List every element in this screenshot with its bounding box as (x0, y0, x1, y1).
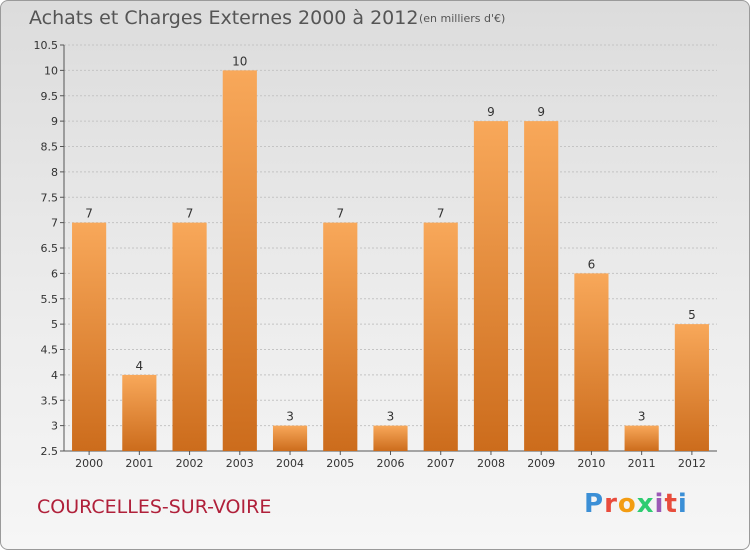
x-tick-label-2009: 2009 (527, 457, 555, 470)
value-label-2003: 10 (232, 54, 247, 68)
bar-layer (72, 70, 709, 451)
y-tick-label: 9.5 (41, 90, 59, 103)
y-tick-label: 3 (51, 420, 58, 433)
logo-letter: i (677, 489, 688, 519)
y-tick-label: 5 (51, 318, 58, 331)
bar-2003 (222, 70, 257, 451)
value-label-2011: 3 (638, 410, 646, 424)
x-tick-label-2008: 2008 (477, 457, 505, 470)
value-label-2008: 9 (487, 105, 495, 119)
value-label-2007: 7 (437, 207, 445, 221)
proxiti-logo: Proxiti (584, 489, 688, 519)
value-label-2010: 6 (588, 257, 596, 271)
y-tick-label: 10.5 (34, 39, 59, 52)
y-tick-label: 2.5 (41, 445, 59, 458)
y-tick-label: 4 (51, 369, 58, 382)
bar-2008 (473, 121, 509, 451)
y-tick-label: 5.5 (41, 293, 59, 306)
label-layer: 7 4 7 10 3 7 3 7 9 9 6 3 5 (85, 54, 695, 423)
x-tick-label-2007: 2007 (427, 457, 455, 470)
y-tick-label: 4.5 (41, 344, 59, 357)
value-label-2005: 7 (336, 207, 344, 221)
value-label-2001: 4 (136, 359, 144, 373)
y-tick-label: 7.5 (41, 191, 59, 204)
x-tick-label-2001: 2001 (125, 457, 153, 470)
y-tick-label: 7 (51, 217, 58, 230)
logo-letter: x (636, 489, 655, 519)
x-tick-label-2004: 2004 (276, 457, 304, 470)
x-tick-label-2003: 2003 (226, 457, 254, 470)
y-tick-label: 6 (51, 267, 58, 280)
bar-2000 (72, 222, 107, 451)
bar-2005 (323, 222, 358, 451)
logo-letter: t (664, 489, 678, 519)
bar-2012 (674, 324, 709, 451)
y-tick-label: 8 (51, 166, 58, 179)
y-tick-label: 6.5 (41, 242, 59, 255)
axis-layer: 2.5 3 3.5 4 4.5 5 5.5 6 6.5 7 7.5 8 8.5 9 9.5 10 10.5 200… (34, 39, 717, 470)
logo-letter: o (617, 489, 637, 519)
x-tick-label-2005: 2005 (326, 457, 354, 470)
x-tick-label-2006: 2006 (377, 457, 405, 470)
bar-2002 (172, 222, 207, 451)
x-tick-label-2000: 2000 (75, 457, 103, 470)
value-label-2012: 5 (688, 308, 696, 322)
value-label-2002: 7 (186, 207, 194, 221)
commune-name: COURCELLES-SUR-VOIRE (37, 496, 272, 518)
logo-letter: i (654, 489, 665, 519)
value-label-2004: 3 (286, 410, 294, 424)
y-tick-label: 9 (51, 115, 58, 128)
bar-2004 (272, 425, 308, 451)
y-tick-label: 3.5 (41, 394, 59, 407)
y-tick-label: 8.5 (41, 141, 59, 154)
value-label-2006: 3 (387, 410, 395, 424)
logo-letter: P (584, 489, 605, 519)
x-tick-label-2012: 2012 (678, 457, 706, 470)
x-tick-label-2002: 2002 (176, 457, 204, 470)
x-tick-label-2010: 2010 (577, 457, 605, 470)
bar-2006 (373, 425, 408, 451)
y-tick-label: 10 (44, 64, 58, 77)
bar-2010 (574, 273, 609, 451)
grid-layer (64, 44, 717, 452)
chart-subtitle: (en milliers d'€) (419, 12, 506, 25)
value-label-2000: 7 (85, 207, 93, 221)
x-tick-label-2011: 2011 (628, 457, 656, 470)
bar-2009 (524, 121, 559, 451)
bar-2001 (122, 374, 157, 451)
value-label-2009: 9 (537, 105, 545, 119)
bar-2007 (423, 222, 458, 451)
chart-title: Achats et Charges Externes 2000 à 2012 (29, 7, 419, 29)
logo-letter: r (604, 489, 618, 519)
bar-2011 (624, 425, 659, 451)
